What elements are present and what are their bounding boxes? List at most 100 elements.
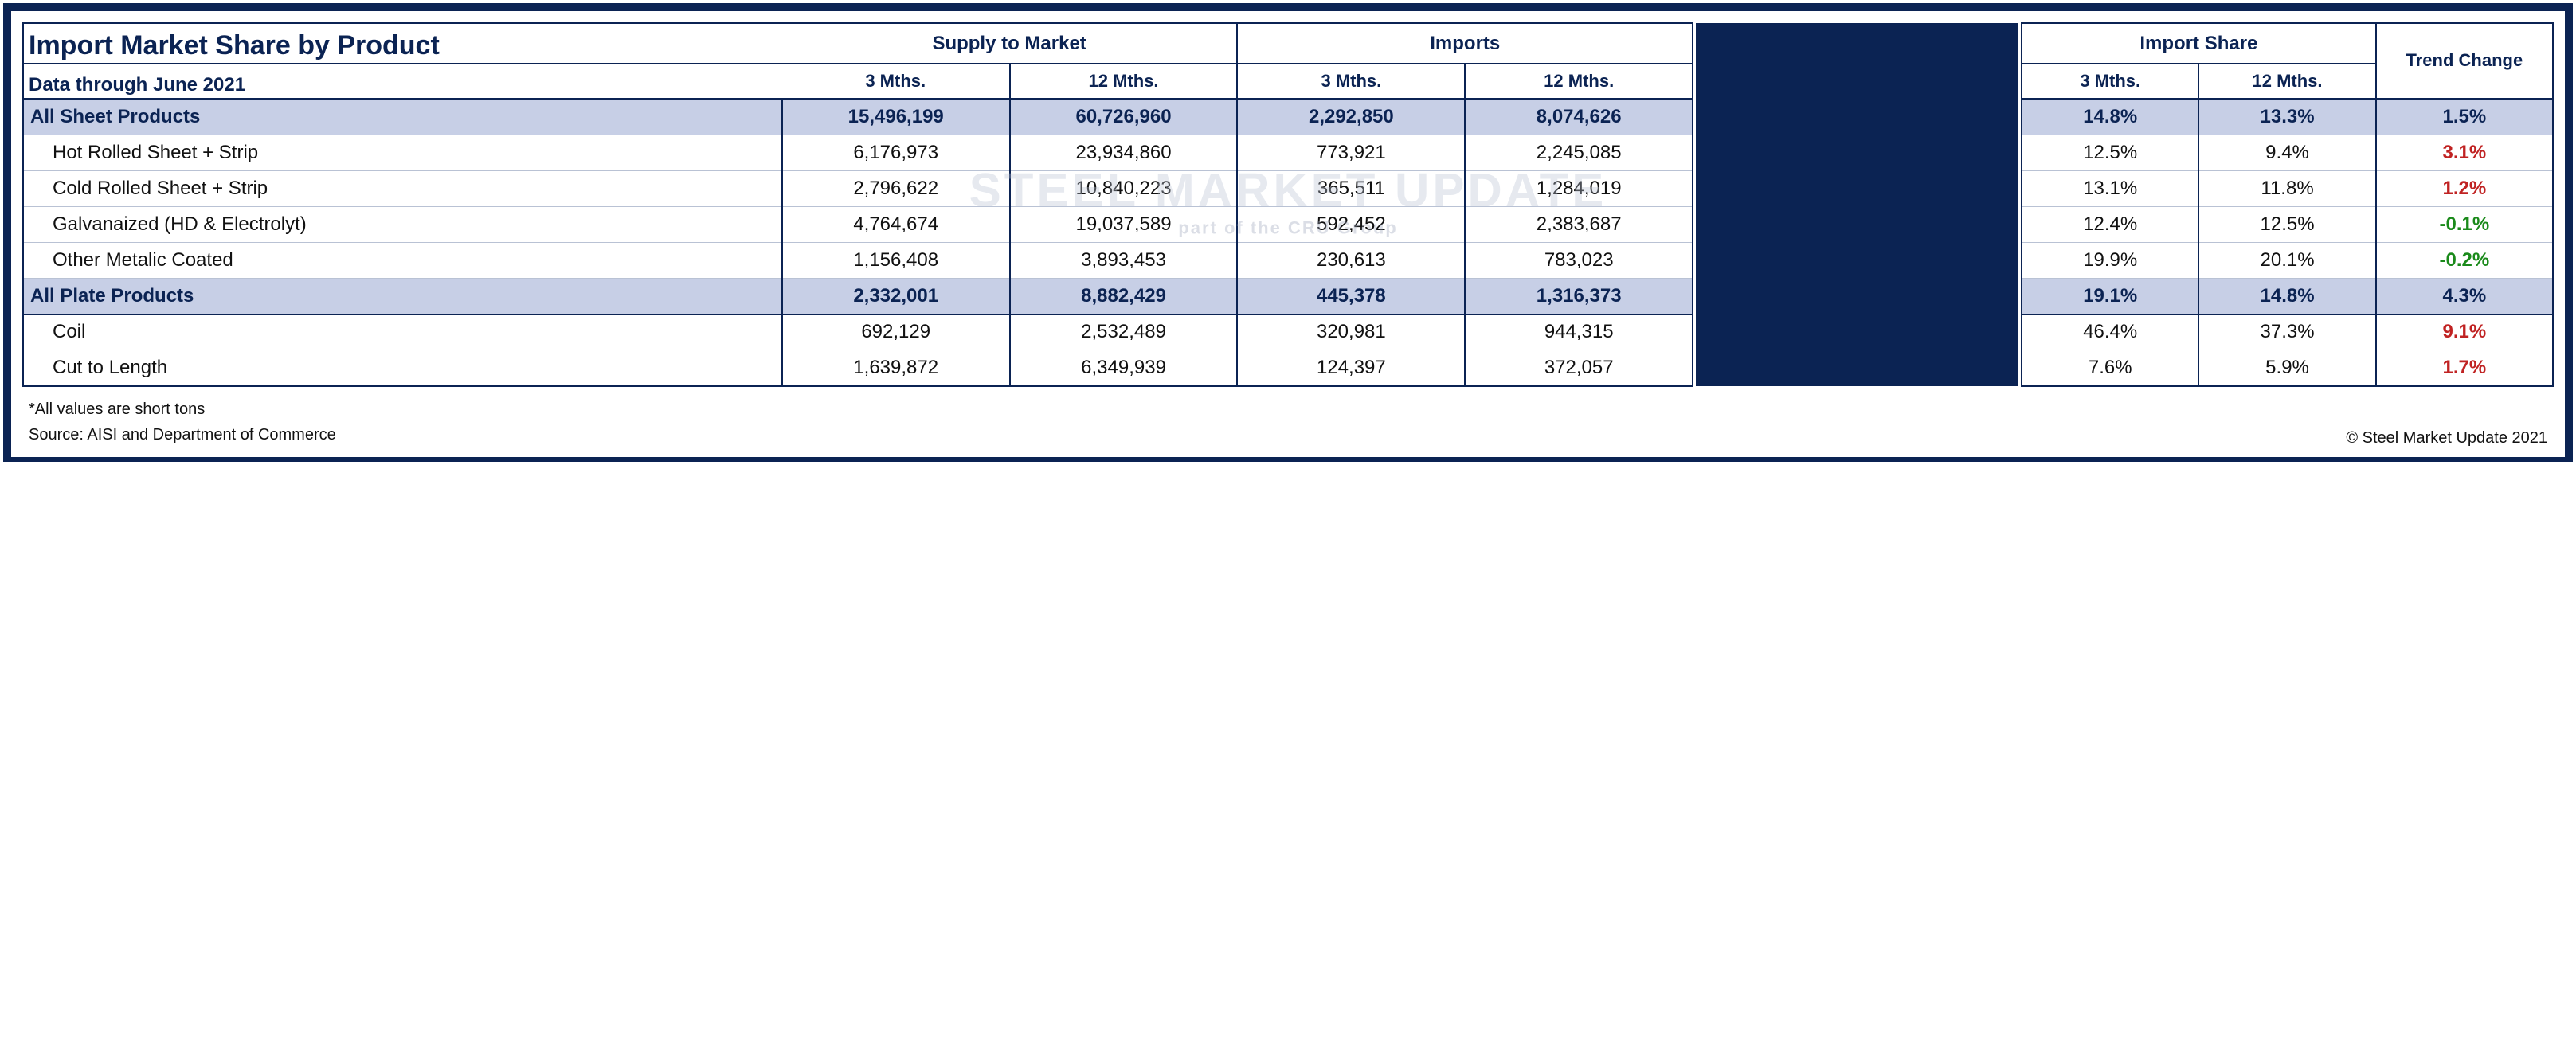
cell-imports-12m: 1,316,373 (1465, 279, 1693, 315)
cell-trend: 1.5% (2376, 99, 2553, 135)
cell-supply-3m: 1,156,408 (782, 243, 1010, 279)
col-trend: Trend Change (2376, 23, 2553, 99)
column-gap (1693, 99, 2022, 135)
column-gap (1693, 207, 2022, 243)
cell-share-3m: 19.9% (2022, 243, 2198, 279)
footnote-source: Source: AISI and Department of Commerce (29, 422, 336, 447)
cell-share-12m: 12.5% (2198, 207, 2375, 243)
cell-imports-3m: 773,921 (1237, 135, 1465, 171)
col-imports-12m: 12 Mths. (1465, 64, 1693, 99)
row-label: Other Metalic Coated (23, 243, 782, 279)
cell-trend: 9.1% (2376, 315, 2553, 350)
footer: *All values are short tons Source: AISI … (22, 387, 2554, 451)
report-title: Import Market Share by Product (29, 30, 777, 61)
col-group-supply: Supply to Market (782, 23, 1238, 64)
row-label: All Sheet Products (23, 99, 782, 135)
cell-trend: -0.2% (2376, 243, 2553, 279)
cell-imports-12m: 944,315 (1465, 315, 1693, 350)
column-gap (1693, 171, 2022, 207)
report-subtitle: Data through June 2021 (29, 71, 777, 96)
cell-trend: 4.3% (2376, 279, 2553, 315)
row-label: Coil (23, 315, 782, 350)
cell-trend: 1.7% (2376, 350, 2553, 387)
cell-imports-12m: 783,023 (1465, 243, 1693, 279)
cell-imports-12m: 1,284,019 (1465, 171, 1693, 207)
row-label: Cold Rolled Sheet + Strip (23, 171, 782, 207)
col-supply-12m: 12 Mths. (1010, 64, 1238, 99)
cell-imports-3m: 2,292,850 (1237, 99, 1465, 135)
column-gap (1693, 135, 2022, 171)
cell-trend: 3.1% (2376, 135, 2553, 171)
cell-imports-3m: 445,378 (1237, 279, 1465, 315)
subtitle-cell: Data through June 2021 (23, 64, 782, 99)
table-row: Other Metalic Coated1,156,4083,893,45323… (23, 243, 2553, 279)
col-imports-3m: 3 Mths. (1237, 64, 1465, 99)
cell-share-12m: 13.3% (2198, 99, 2375, 135)
data-table: Import Market Share by Product Supply to… (22, 22, 2554, 387)
cell-share-12m: 5.9% (2198, 350, 2375, 387)
cell-share-12m: 14.8% (2198, 279, 2375, 315)
cell-share-3m: 12.4% (2022, 207, 2198, 243)
column-gap (1693, 243, 2022, 279)
cell-imports-12m: 2,245,085 (1465, 135, 1693, 171)
col-share-3m: 3 Mths. (2022, 64, 2198, 99)
cell-imports-3m: 124,397 (1237, 350, 1465, 387)
col-group-share: Import Share (2022, 23, 2376, 64)
cell-share-3m: 13.1% (2022, 171, 2198, 207)
table-body: All Sheet Products15,496,19960,726,9602,… (23, 99, 2553, 386)
cell-imports-3m: 592,452 (1237, 207, 1465, 243)
title-cell: Import Market Share by Product (23, 23, 782, 64)
col-group-imports: Imports (1237, 23, 1693, 64)
cell-share-3m: 46.4% (2022, 315, 2198, 350)
report-frame: STEEL MARKET UPDATE part of the CRU Grou… (3, 3, 2573, 462)
cell-supply-3m: 2,796,622 (782, 171, 1010, 207)
copyright: © Steel Market Update 2021 (2346, 429, 2547, 447)
table-row: Coil692,1292,532,489320,981944,315 46.4%3… (23, 315, 2553, 350)
footnote-units: *All values are short tons (29, 397, 336, 422)
cell-imports-12m: 372,057 (1465, 350, 1693, 387)
table-row: Cut to Length1,639,8726,349,939124,39737… (23, 350, 2553, 387)
col-share-12m: 12 Mths. (2198, 64, 2375, 99)
row-label: All Plate Products (23, 279, 782, 315)
cell-supply-3m: 6,176,973 (782, 135, 1010, 171)
row-label: Cut to Length (23, 350, 782, 387)
row-label: Galvanaized (HD & Electrolyt) (23, 207, 782, 243)
column-gap (1693, 23, 2022, 99)
column-gap (1693, 315, 2022, 350)
cell-trend: -0.1% (2376, 207, 2553, 243)
row-label: Hot Rolled Sheet + Strip (23, 135, 782, 171)
cell-share-3m: 7.6% (2022, 350, 2198, 387)
cell-supply-12m: 3,893,453 (1010, 243, 1238, 279)
column-gap (1693, 350, 2022, 387)
cell-supply-3m: 4,764,674 (782, 207, 1010, 243)
cell-share-12m: 9.4% (2198, 135, 2375, 171)
cell-supply-12m: 10,840,223 (1010, 171, 1238, 207)
cell-supply-3m: 1,639,872 (782, 350, 1010, 387)
cell-share-3m: 12.5% (2022, 135, 2198, 171)
table-row: Hot Rolled Sheet + Strip6,176,97323,934,… (23, 135, 2553, 171)
cell-supply-3m: 692,129 (782, 315, 1010, 350)
cell-supply-12m: 6,349,939 (1010, 350, 1238, 387)
cell-imports-12m: 8,074,626 (1465, 99, 1693, 135)
section-row: All Plate Products2,332,0018,882,429445,… (23, 279, 2553, 315)
cell-supply-12m: 2,532,489 (1010, 315, 1238, 350)
cell-supply-12m: 19,037,589 (1010, 207, 1238, 243)
cell-supply-12m: 23,934,860 (1010, 135, 1238, 171)
cell-share-12m: 20.1% (2198, 243, 2375, 279)
table-row: Galvanaized (HD & Electrolyt)4,764,67419… (23, 207, 2553, 243)
column-gap (1693, 279, 2022, 315)
cell-supply-3m: 2,332,001 (782, 279, 1010, 315)
section-row: All Sheet Products15,496,19960,726,9602,… (23, 99, 2553, 135)
cell-share-3m: 19.1% (2022, 279, 2198, 315)
cell-imports-3m: 320,981 (1237, 315, 1465, 350)
cell-trend: 1.2% (2376, 171, 2553, 207)
cell-share-12m: 11.8% (2198, 171, 2375, 207)
cell-share-3m: 14.8% (2022, 99, 2198, 135)
cell-supply-3m: 15,496,199 (782, 99, 1010, 135)
cell-supply-12m: 8,882,429 (1010, 279, 1238, 315)
cell-imports-12m: 2,383,687 (1465, 207, 1693, 243)
col-supply-3m: 3 Mths. (782, 64, 1010, 99)
table-row: Cold Rolled Sheet + Strip2,796,62210,840… (23, 171, 2553, 207)
cell-imports-3m: 365,511 (1237, 171, 1465, 207)
cell-share-12m: 37.3% (2198, 315, 2375, 350)
